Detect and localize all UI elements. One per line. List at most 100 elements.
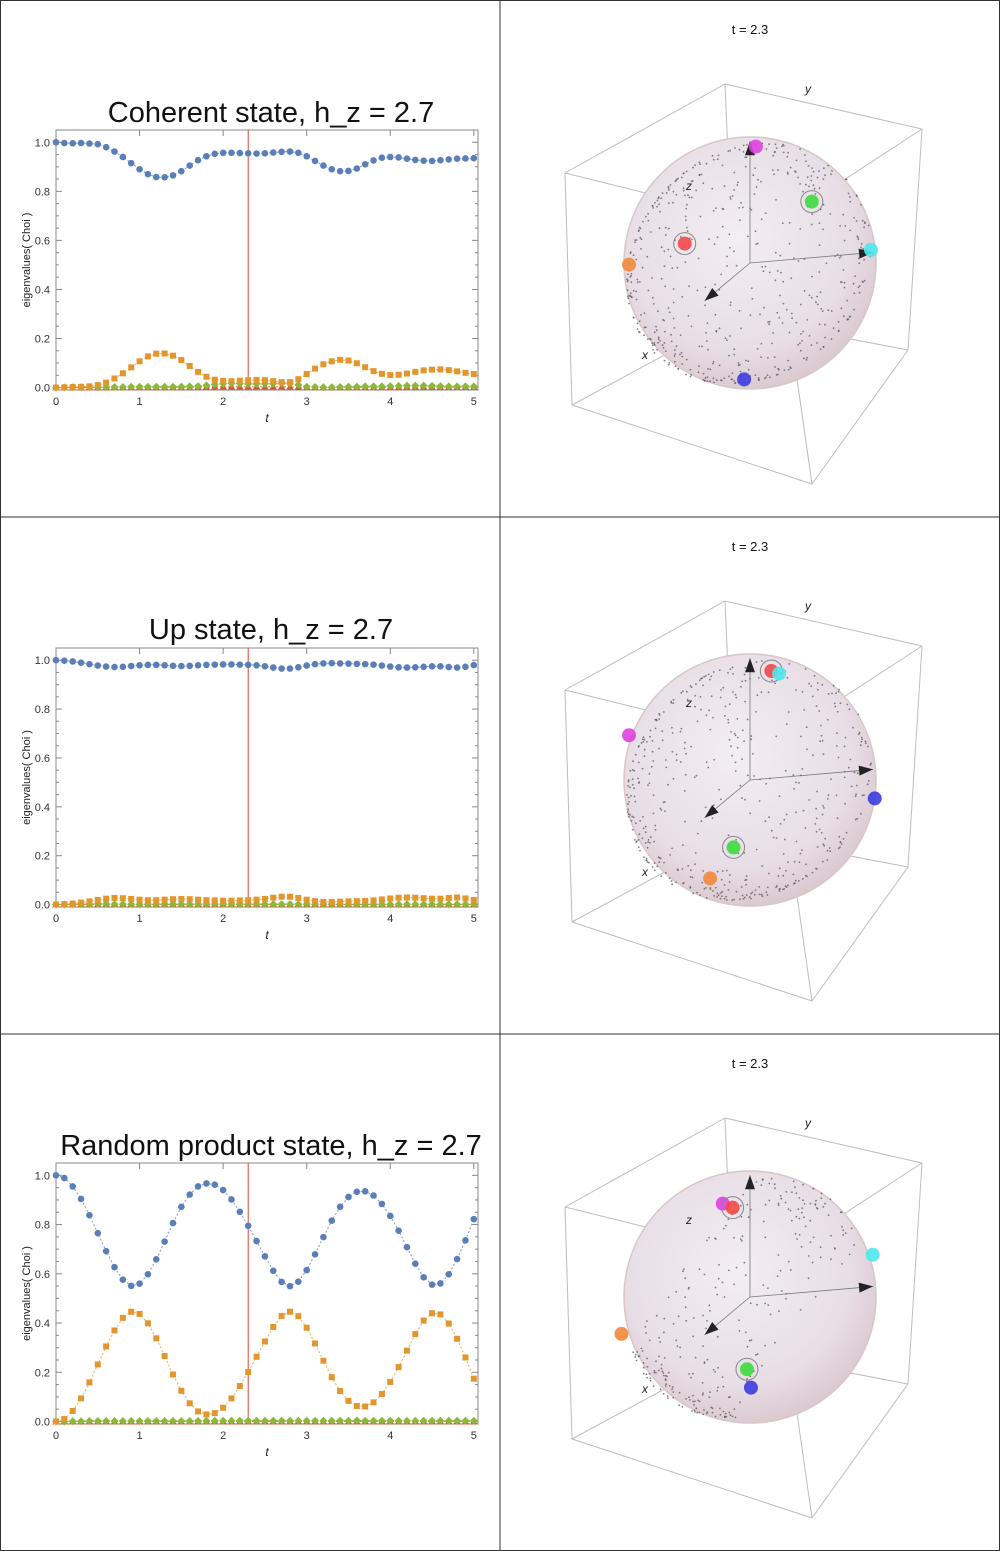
trajectory-dot bbox=[681, 844, 684, 846]
trajectory-dot bbox=[685, 170, 688, 173]
bounding-box-edge bbox=[724, 600, 923, 647]
trajectory-dot bbox=[684, 194, 686, 197]
trajectory-dot bbox=[681, 296, 684, 298]
trajectory-dot bbox=[718, 364, 721, 367]
data-point bbox=[136, 358, 143, 365]
data-point bbox=[211, 1410, 218, 1417]
trajectory-dot bbox=[715, 1238, 717, 1240]
data-point bbox=[311, 383, 320, 392]
trajectory-dot bbox=[821, 739, 824, 742]
trajectory-dot bbox=[762, 270, 765, 272]
data-point bbox=[270, 894, 277, 901]
data-point bbox=[52, 138, 60, 146]
data-point bbox=[144, 897, 151, 904]
trajectory-dot bbox=[794, 171, 797, 174]
trajectory-dot bbox=[753, 193, 756, 196]
trajectory-dot bbox=[668, 362, 671, 364]
trajectory-dot bbox=[710, 695, 713, 698]
data-point bbox=[453, 1255, 461, 1263]
trajectory-dot bbox=[770, 829, 773, 832]
trajectory-dot bbox=[649, 729, 652, 732]
trajectory-dot bbox=[816, 342, 818, 344]
trajectory-dot bbox=[650, 765, 653, 768]
trajectory-dot bbox=[720, 798, 722, 801]
trajectory-dot bbox=[843, 281, 846, 284]
trajectory-dot bbox=[647, 338, 649, 341]
trajectory-dot bbox=[653, 840, 655, 843]
data-point bbox=[286, 1282, 294, 1290]
trajectory-dot bbox=[823, 807, 825, 809]
bloch-point-green bbox=[726, 840, 741, 855]
trajectory-dot bbox=[688, 285, 690, 287]
series-line bbox=[55, 141, 474, 178]
data-point bbox=[470, 1375, 477, 1382]
data-point bbox=[153, 897, 160, 904]
trajectory-dot bbox=[640, 248, 642, 250]
trajectory-dot bbox=[778, 368, 780, 371]
trajectory-dot bbox=[764, 1302, 767, 1305]
trajectory-dot bbox=[712, 362, 714, 365]
trajectory-dot bbox=[744, 1331, 747, 1334]
trajectory-dot bbox=[740, 201, 742, 204]
trajectory-dot bbox=[632, 760, 634, 763]
data-point bbox=[110, 383, 119, 392]
trajectory-dot bbox=[663, 1374, 665, 1377]
data-point bbox=[244, 661, 252, 669]
bloch-axis-label-z: z bbox=[685, 696, 692, 710]
trajectory-dot bbox=[708, 709, 710, 712]
trajectory-dot bbox=[643, 755, 646, 758]
data-point bbox=[186, 662, 194, 670]
trajectory-dot bbox=[738, 363, 741, 366]
trajectory-dot bbox=[658, 1355, 660, 1358]
trajectory-dot bbox=[627, 813, 630, 816]
trajectory-dot bbox=[642, 1372, 645, 1375]
trajectory-dot bbox=[755, 1181, 758, 1183]
data-point bbox=[270, 1323, 277, 1330]
trajectory-dot bbox=[762, 1284, 765, 1286]
trajectory-dot bbox=[662, 1393, 665, 1395]
data-point bbox=[194, 662, 202, 669]
trajectory-dot bbox=[790, 1219, 793, 1222]
trajectory-dot bbox=[725, 895, 727, 898]
trajectory-dot bbox=[784, 769, 787, 772]
data-point bbox=[111, 375, 118, 382]
data-point bbox=[395, 1227, 402, 1235]
trajectory-dot bbox=[642, 1362, 645, 1364]
z-axis-arrow bbox=[745, 658, 755, 673]
trajectory-dot bbox=[679, 730, 682, 733]
data-point bbox=[69, 384, 76, 391]
trajectory-dot bbox=[704, 675, 707, 677]
trajectory-dot bbox=[714, 313, 717, 316]
trajectory-dot bbox=[734, 1416, 737, 1419]
trajectory-dot bbox=[653, 342, 656, 344]
data-point bbox=[228, 378, 235, 385]
trajectory-dot bbox=[857, 286, 860, 289]
trajectory-dot bbox=[692, 1372, 694, 1375]
trajectory-dot bbox=[801, 768, 804, 770]
trajectory-dot bbox=[642, 827, 645, 830]
trajectory-dot bbox=[795, 321, 798, 324]
trajectory-dot bbox=[706, 376, 709, 379]
trajectory-dot bbox=[711, 187, 714, 190]
data-point bbox=[461, 382, 470, 391]
trajectory-dot bbox=[790, 367, 792, 369]
data-point bbox=[143, 382, 152, 391]
trajectory-dot bbox=[749, 1302, 752, 1305]
trajectory-dot bbox=[828, 847, 831, 849]
trajectory-dot bbox=[713, 758, 716, 761]
data-point bbox=[402, 1416, 411, 1425]
trajectory-dot bbox=[745, 883, 748, 886]
data-point bbox=[411, 381, 420, 390]
data-point bbox=[169, 1371, 176, 1378]
trajectory-dot bbox=[699, 894, 701, 897]
trajectory-dot bbox=[724, 714, 726, 717]
chart-1: Coherent state, h_z = 2.70.00.20.40.60.8… bbox=[21, 97, 479, 425]
trajectory-dot bbox=[787, 151, 789, 154]
data-point bbox=[328, 898, 335, 905]
trajectory-dot bbox=[722, 1227, 725, 1230]
data-point bbox=[285, 1416, 294, 1425]
x-axis-label: t bbox=[265, 928, 269, 942]
trajectory-dot bbox=[812, 184, 815, 187]
trajectory-dot bbox=[857, 236, 859, 239]
